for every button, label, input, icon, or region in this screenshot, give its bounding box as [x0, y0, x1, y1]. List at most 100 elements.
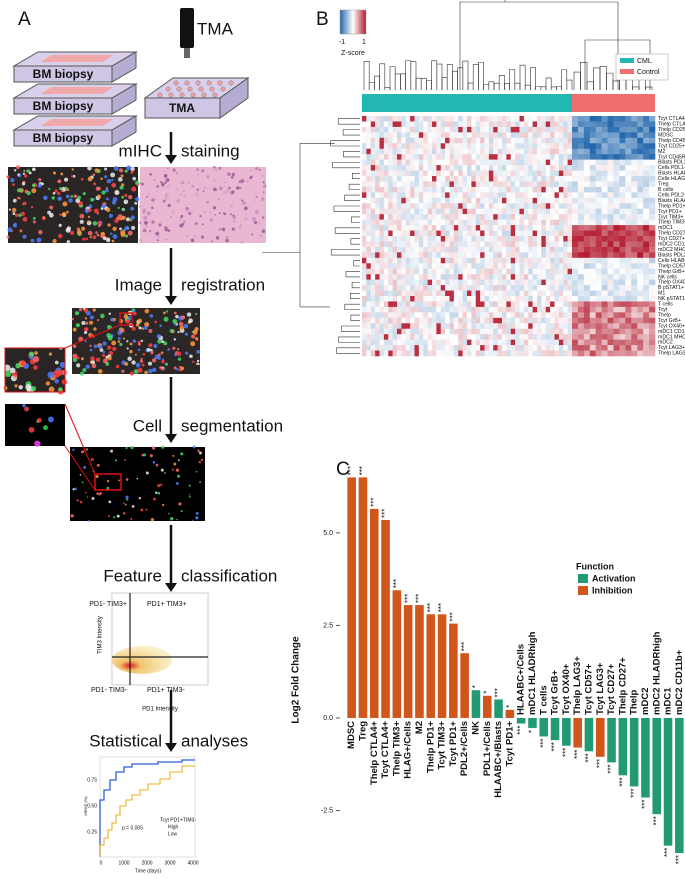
heatmap-cell — [458, 219, 463, 226]
tma-core — [165, 86, 171, 92]
heatmap-cell — [410, 208, 415, 215]
y-axis-label: Log2 Fold Change — [291, 636, 302, 724]
heatmap-cell — [432, 290, 437, 297]
heatmap-cell — [375, 192, 380, 199]
heatmap-cell — [467, 345, 472, 351]
km-tick: 2000 — [141, 860, 152, 866]
step-label: Image — [115, 275, 162, 294]
heatmap-cell — [649, 154, 656, 160]
heatmap-cell — [558, 263, 564, 270]
heatmap-cell — [537, 263, 542, 270]
heatmap-cell — [625, 306, 632, 313]
heatmap-cell — [423, 197, 428, 204]
cell-dot — [7, 227, 13, 233]
heatmap-cell — [554, 154, 560, 160]
heatmap-cell — [484, 263, 490, 270]
heatmap-cell — [595, 312, 602, 319]
heatmap-cell — [366, 345, 372, 351]
heatmap-cell — [523, 121, 529, 128]
heatmap-cell — [519, 328, 525, 335]
heatmap-cell — [583, 137, 591, 144]
heatmap-cell — [471, 263, 477, 270]
heatmap-cell — [480, 306, 485, 313]
heatmap-cell — [532, 208, 538, 215]
x-tick-label: M2 — [414, 721, 425, 734]
heatmap-cell — [462, 203, 468, 210]
heatmap-cell — [601, 323, 608, 330]
heatmap-cell — [397, 143, 402, 150]
heatmap-cell — [550, 279, 555, 286]
heatmap-cell — [563, 230, 568, 237]
cell-dot — [61, 211, 67, 217]
heatmap-cell — [480, 296, 485, 302]
row-label: Thelp OX40+ — [658, 280, 685, 286]
heatmap-cell — [480, 301, 485, 308]
heatmap-cell — [567, 143, 573, 150]
heatmap-cell — [418, 148, 424, 155]
heatmap-cell — [458, 279, 463, 286]
heatmap-cell — [418, 290, 424, 297]
heatmap-cell — [545, 323, 551, 330]
heatmap-cell — [493, 137, 498, 144]
heatmap-cell — [619, 268, 626, 275]
heatmap-cell — [414, 192, 420, 199]
heatmap-cell — [370, 312, 376, 319]
heatmap-cell — [383, 312, 389, 319]
heatmap-cell — [515, 306, 520, 313]
cell-dot — [218, 166, 222, 170]
heatmap-cell — [497, 132, 503, 139]
heatmap-cell — [379, 165, 385, 171]
cell-dot — [48, 187, 51, 191]
row-label: Tcyt CD25+ — [658, 143, 685, 149]
heatmap-cell — [375, 328, 380, 335]
heatmap-cell — [432, 252, 437, 259]
heatmap-cell — [410, 137, 415, 144]
km-legend-title: Tcyt PD1+TIM3- — [160, 817, 196, 823]
heatmap-cell — [550, 263, 555, 270]
heatmap-cell — [493, 159, 498, 166]
cell-dot — [102, 341, 107, 346]
heatmap-cell — [554, 126, 560, 133]
heatmap-cell — [475, 252, 481, 259]
heatmap-cell — [577, 121, 585, 128]
row-label: Tcyt OX40+ — [658, 323, 685, 329]
heatmap-cell — [467, 148, 472, 155]
cell-dot — [90, 458, 94, 462]
cell-dot — [124, 234, 129, 238]
heatmap-cell — [488, 214, 494, 220]
heatmap-cell — [445, 165, 450, 171]
heatmap-cell — [362, 132, 367, 139]
cell-dot — [167, 229, 171, 232]
heatmap-cell — [362, 350, 367, 357]
heatmap-cell — [383, 214, 389, 220]
heatmap-cell — [619, 176, 626, 182]
heatmap-cell — [432, 181, 437, 188]
cell-dot — [214, 167, 218, 172]
heatmap-cell — [410, 132, 415, 139]
heatmap-cell — [397, 225, 402, 231]
heatmap-cell — [595, 241, 602, 248]
heatmap-cell — [440, 170, 446, 177]
heatmap-cell — [502, 301, 507, 308]
heatmap-cell — [432, 208, 437, 215]
heatmap-cell — [497, 317, 503, 324]
cell-dot — [54, 360, 59, 365]
heatmap-cell — [601, 285, 608, 291]
heatmap-cell — [613, 203, 620, 210]
heatmap-cell — [401, 203, 407, 210]
heatmap-cell — [637, 214, 644, 220]
heatmap-cell — [488, 116, 494, 122]
cell-dot — [209, 218, 214, 222]
heatmap-cell — [643, 116, 650, 122]
cell-dot — [18, 213, 22, 217]
heatmap-cell — [572, 132, 579, 139]
heatmap-cell — [519, 148, 525, 155]
row-label: Blasts PDL2+ — [658, 252, 685, 258]
heatmap-cell — [554, 137, 560, 144]
heatmap-cell — [607, 203, 614, 210]
heatmap-cell — [643, 274, 650, 280]
heatmap-cell — [643, 208, 650, 215]
heatmap-cell — [545, 339, 551, 346]
heatmap-cell — [572, 181, 579, 188]
cell-dot — [124, 193, 128, 198]
